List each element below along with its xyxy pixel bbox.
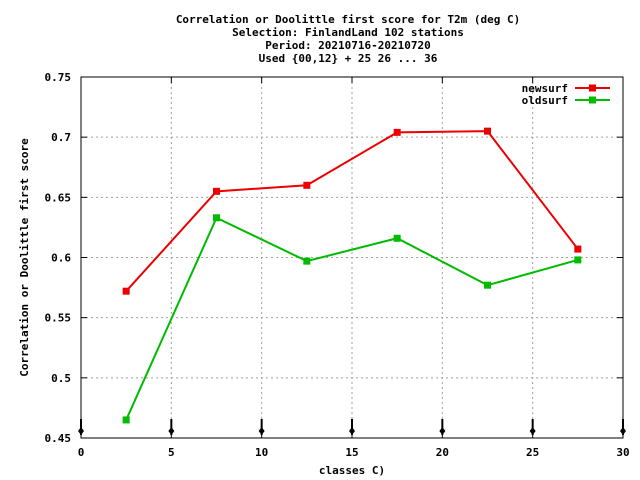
y-axis-label: Correlation or Doolittle first score — [18, 138, 31, 377]
data-point-newsurf — [213, 187, 220, 195]
legend-label-oldsurf: oldsurf — [522, 94, 568, 107]
data-point-oldsurf — [122, 416, 130, 424]
bottom-marker — [620, 427, 626, 435]
grid-lines — [81, 77, 623, 438]
series-line-newsurf — [125, 130, 579, 292]
data-point-newsurf — [122, 287, 130, 295]
bottom-marker — [349, 427, 355, 435]
legend-marker-oldsurf — [589, 96, 596, 104]
data-point-oldsurf — [393, 234, 401, 242]
y-tick-label: 0.75 — [45, 71, 72, 84]
chart-title: Correlation or Doolittle first score for… — [176, 13, 520, 65]
x-tick-label: 30 — [616, 446, 629, 459]
data-point-oldsurf — [574, 256, 582, 264]
bottom-marker — [78, 427, 84, 435]
x-tick-labels: 0 5 10 15 20 25 30 — [78, 446, 630, 459]
data-point-newsurf — [393, 128, 401, 136]
bottom-marker — [439, 427, 446, 435]
x-axis-label: classes C) — [319, 464, 385, 477]
data-point-oldsurf — [303, 257, 311, 265]
x-tick-label: 5 — [168, 446, 175, 459]
series-newsurf — [122, 127, 582, 295]
x-tick-label: 15 — [345, 446, 358, 459]
x-tick-label: 25 — [526, 446, 539, 459]
x-tick-label: 0 — [78, 446, 85, 459]
title-line: Correlation or Doolittle first score for… — [176, 13, 520, 26]
series-line-oldsurf — [125, 216, 579, 421]
bottom-markers — [78, 419, 626, 435]
y-tick-label: 0.55 — [45, 312, 72, 325]
data-point-newsurf — [484, 127, 491, 135]
y-tick-label: 0.7 — [51, 131, 71, 144]
x-tick-label: 10 — [255, 446, 268, 459]
legend-label-newsurf: newsurf — [522, 82, 568, 95]
y-tick-label: 0.5 — [51, 372, 71, 385]
bottom-marker — [258, 427, 265, 435]
data-point-oldsurf — [484, 281, 491, 289]
title-line: Used {00,12} + 25 26 ... 36 — [259, 52, 438, 65]
title-line: Selection: FinlandLand 102 stations — [232, 26, 464, 39]
data-point-oldsurf — [213, 214, 220, 222]
bottom-marker — [168, 427, 175, 435]
data-series — [122, 127, 582, 424]
y-tick-label: 0.65 — [45, 191, 72, 204]
legend-marker-newsurf — [589, 84, 596, 92]
y-tick-label: 0.45 — [45, 432, 72, 445]
data-point-newsurf — [303, 181, 311, 189]
y-tick-label: 0.6 — [51, 252, 71, 265]
data-point-newsurf — [574, 245, 582, 253]
title-line: Period: 20210716-20210720 — [265, 39, 431, 52]
x-tick-label: 20 — [436, 446, 449, 459]
y-tick-labels: 0.45 0.5 0.55 0.6 0.65 0.7 0.75 — [45, 71, 72, 445]
series-oldsurf — [122, 214, 582, 424]
bottom-marker — [529, 427, 536, 435]
